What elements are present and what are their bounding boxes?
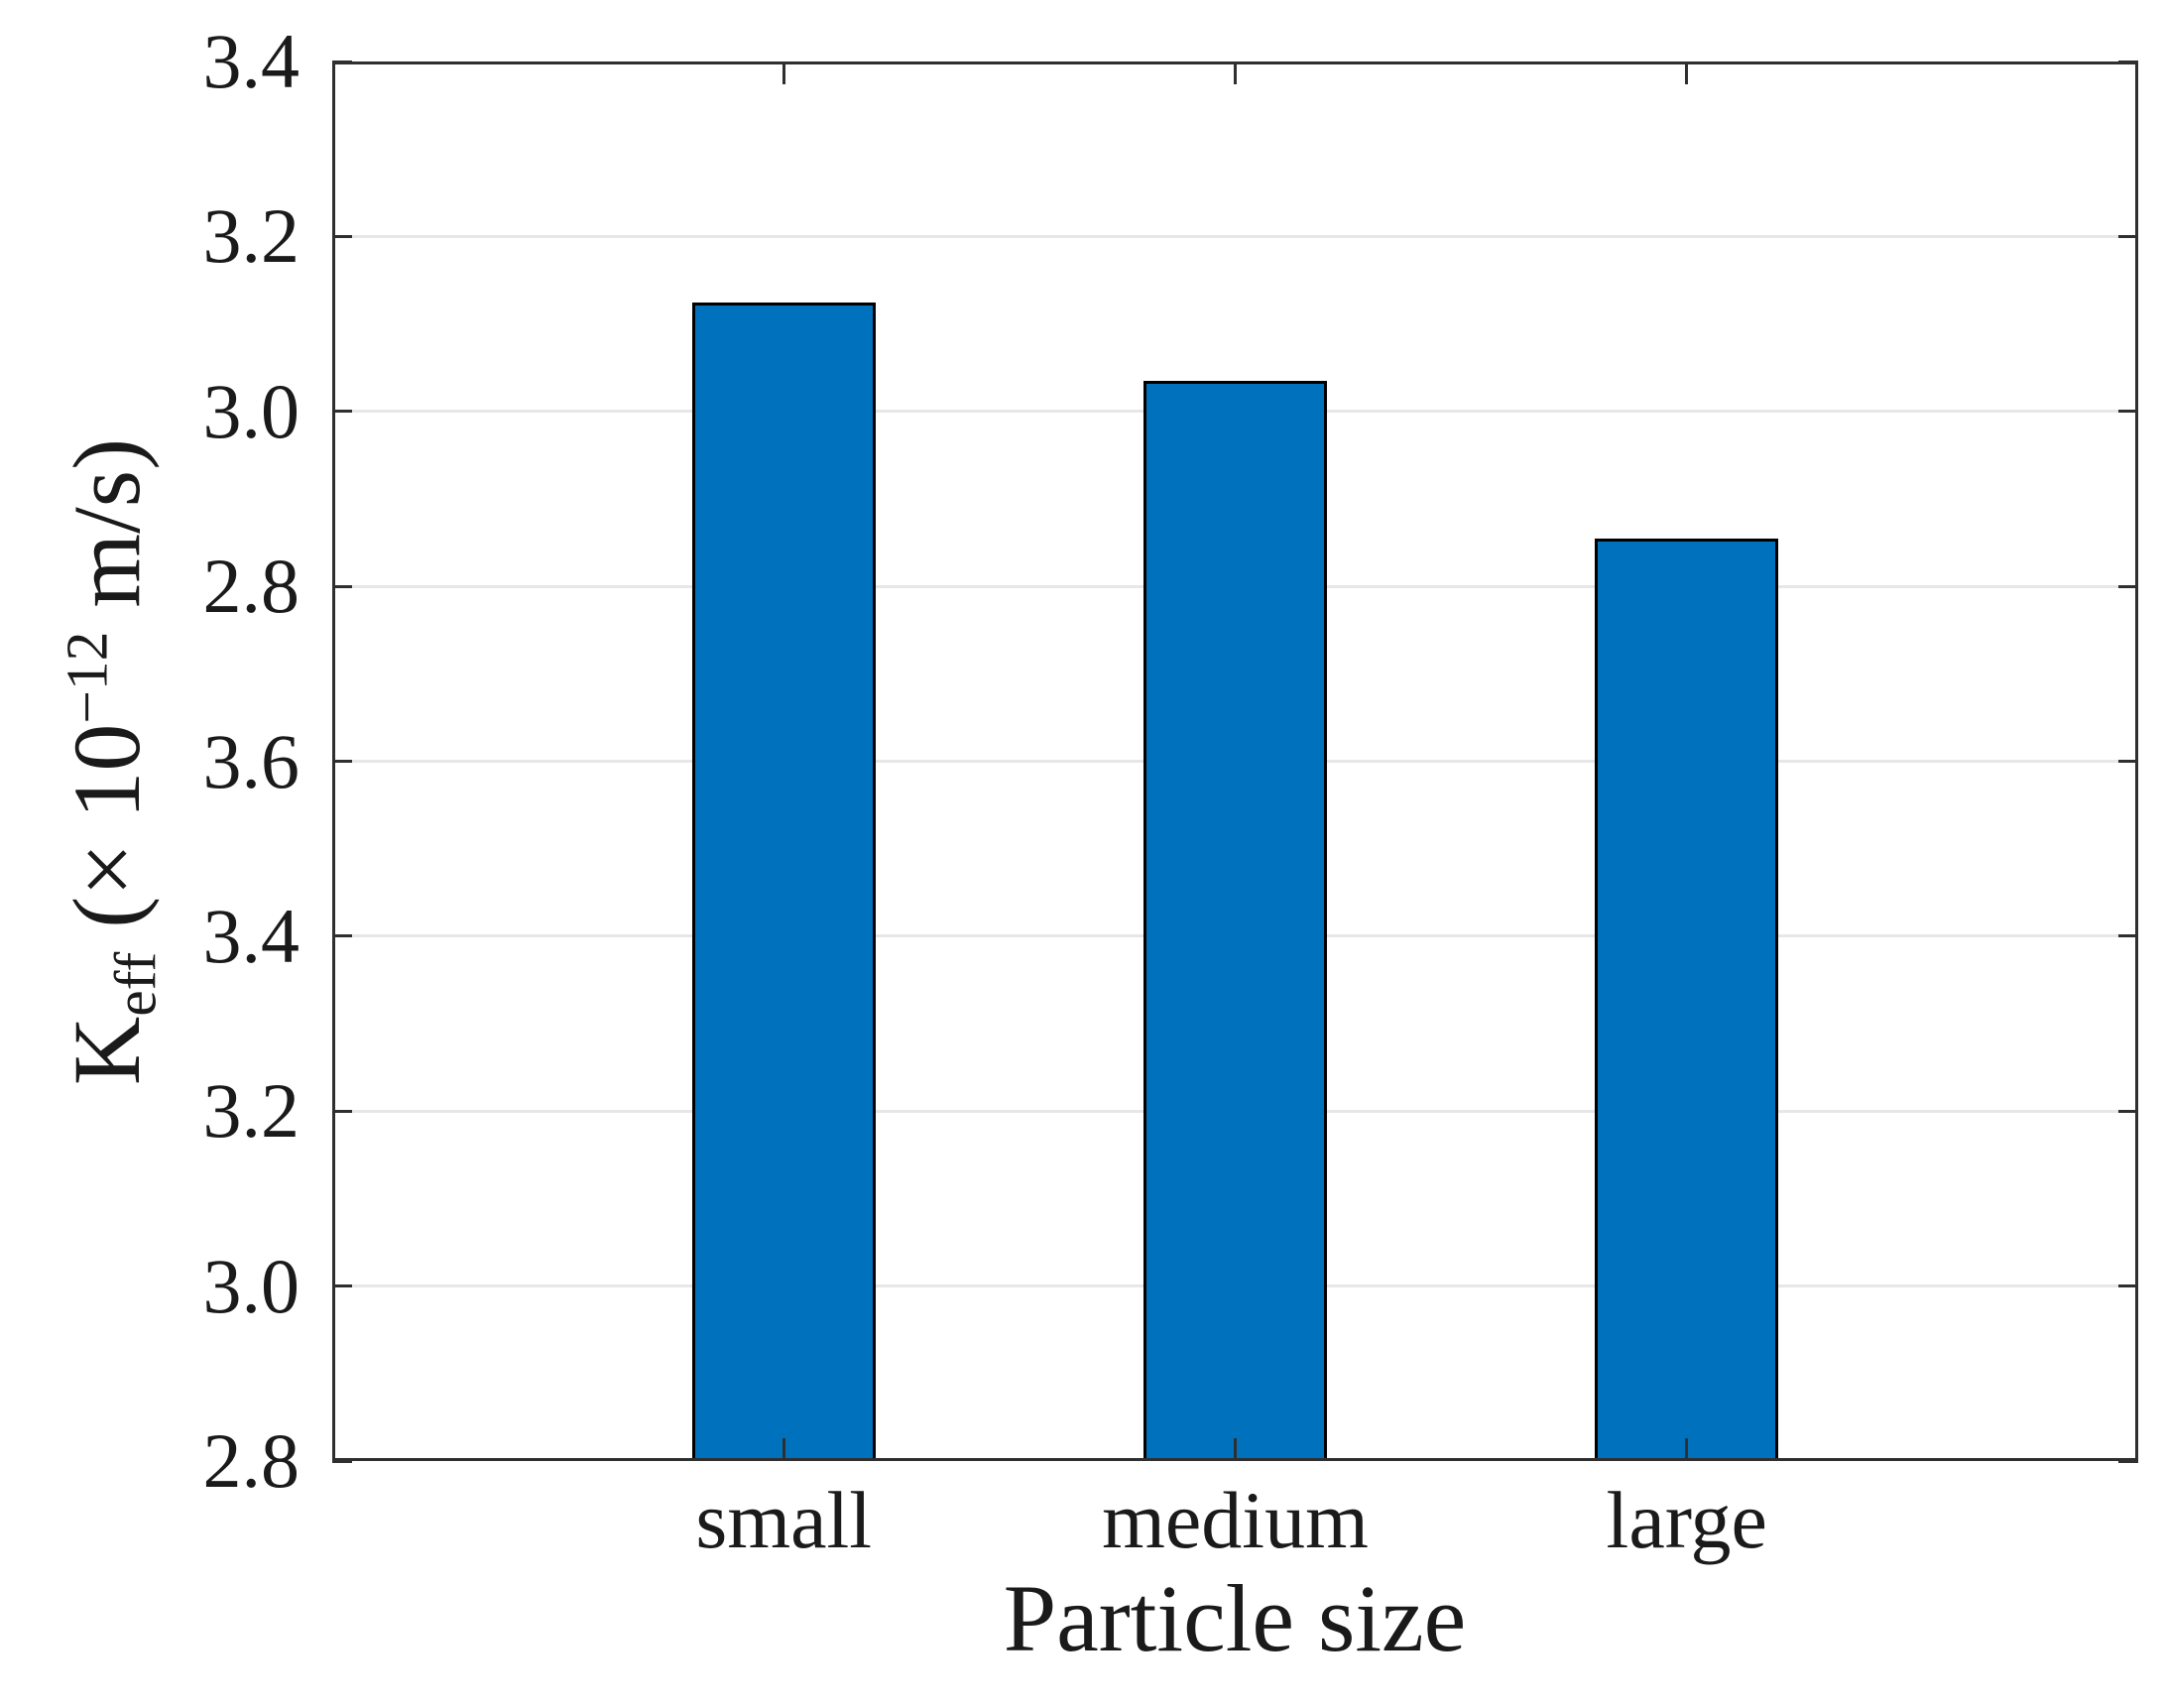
y-tick-right bbox=[2118, 760, 2138, 763]
y-tick-right bbox=[2118, 410, 2138, 414]
y-tick-left bbox=[332, 934, 352, 938]
y-tick-left bbox=[332, 584, 352, 588]
y-tick-label: 2.8 bbox=[202, 1417, 301, 1504]
y-tick-label: 3.2 bbox=[202, 192, 301, 280]
y-tick-label: 3.6 bbox=[202, 717, 301, 804]
y-tick-left bbox=[332, 760, 352, 763]
gridline bbox=[335, 234, 2135, 238]
y-tick-right bbox=[2118, 234, 2138, 238]
y-tick-left bbox=[332, 1459, 352, 1463]
y-tick-left bbox=[332, 60, 352, 63]
x-tick-bottom bbox=[1685, 1438, 1689, 1458]
y-tick-label: 2.8 bbox=[202, 543, 301, 630]
x-axis-label: Particle size bbox=[1003, 1565, 1467, 1671]
y-tick-right bbox=[2118, 934, 2138, 938]
y-tick-right bbox=[2118, 60, 2138, 63]
bar bbox=[1143, 380, 1327, 1461]
y-tick-right bbox=[2118, 1284, 2138, 1288]
category-label: small bbox=[695, 1475, 873, 1565]
bar bbox=[1595, 538, 1779, 1461]
y-tick-right bbox=[2118, 1109, 2138, 1113]
y-tick-left bbox=[332, 410, 352, 414]
y-tick-label: 3.2 bbox=[202, 1067, 301, 1155]
x-tick-top bbox=[1234, 64, 1237, 84]
plot-area bbox=[332, 61, 2138, 1461]
y-tick-label: 3.4 bbox=[202, 18, 301, 104]
y-tick-label: 3.0 bbox=[202, 1242, 301, 1329]
y-tick-label: 3.4 bbox=[202, 892, 301, 979]
x-tick-top bbox=[1685, 64, 1689, 84]
y-tick-left bbox=[332, 1109, 352, 1113]
bar bbox=[691, 302, 876, 1461]
y-axis-label-superscript: −12 bbox=[54, 631, 120, 724]
x-tick-bottom bbox=[781, 1438, 785, 1458]
y-tick-label: 3.0 bbox=[202, 367, 301, 454]
category-label: large bbox=[1606, 1475, 1767, 1565]
y-tick-left bbox=[332, 234, 352, 238]
y-tick-right bbox=[2118, 584, 2138, 588]
category-label: medium bbox=[1102, 1475, 1369, 1565]
y-tick-right bbox=[2118, 1459, 2138, 1463]
x-tick-bottom bbox=[1234, 1438, 1237, 1458]
x-tick-top bbox=[781, 64, 785, 84]
y-tick-left bbox=[332, 1284, 352, 1288]
